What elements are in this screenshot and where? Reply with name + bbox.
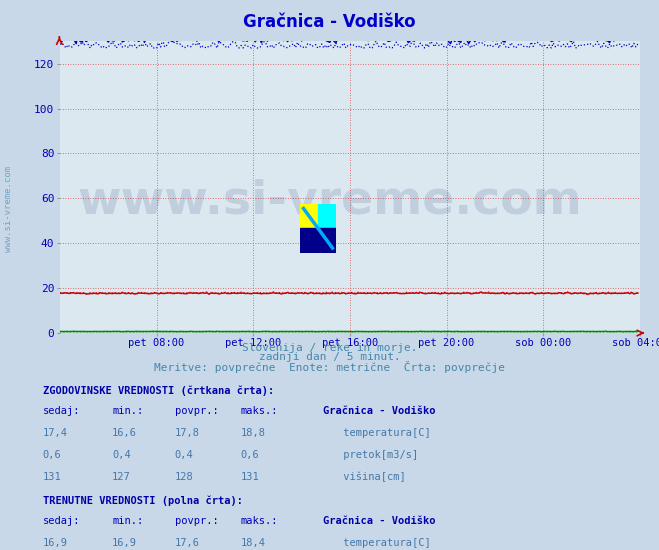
Text: 131: 131 bbox=[241, 472, 259, 482]
Text: 128: 128 bbox=[175, 472, 193, 482]
Text: višina[cm]: višina[cm] bbox=[337, 472, 406, 482]
Text: Gračnica - Vodiško: Gračnica - Vodiško bbox=[243, 13, 416, 31]
Text: 0,4: 0,4 bbox=[112, 450, 130, 460]
Text: 16,6: 16,6 bbox=[112, 428, 137, 438]
Text: 127: 127 bbox=[112, 472, 130, 482]
Text: 16,9: 16,9 bbox=[43, 538, 68, 548]
Text: temperatura[C]: temperatura[C] bbox=[337, 538, 431, 548]
Text: Gračnica - Vodiško: Gračnica - Vodiško bbox=[323, 516, 436, 526]
Bar bbox=[318, 204, 336, 228]
Text: zadnji dan / 5 minut.: zadnji dan / 5 minut. bbox=[258, 353, 401, 362]
Text: www.si-vreme.com: www.si-vreme.com bbox=[77, 178, 582, 223]
Text: 17,6: 17,6 bbox=[175, 538, 200, 548]
Text: min.:: min.: bbox=[112, 406, 143, 416]
Text: maks.:: maks.: bbox=[241, 516, 278, 526]
Text: 0,6: 0,6 bbox=[43, 450, 61, 460]
Text: 18,8: 18,8 bbox=[241, 428, 266, 438]
Text: 0,4: 0,4 bbox=[175, 450, 193, 460]
Text: ZGODOVINSKE VREDNOSTI (črtkana črta):: ZGODOVINSKE VREDNOSTI (črtkana črta): bbox=[43, 385, 274, 395]
Text: 17,8: 17,8 bbox=[175, 428, 200, 438]
Text: povpr.:: povpr.: bbox=[175, 406, 218, 416]
Text: TRENUTNE VREDNOSTI (polna črta):: TRENUTNE VREDNOSTI (polna črta): bbox=[43, 495, 243, 505]
Text: Meritve: povprečne  Enote: metrične  Črta: povprečje: Meritve: povprečne Enote: metrične Črta:… bbox=[154, 361, 505, 373]
Text: pretok[m3/s]: pretok[m3/s] bbox=[337, 450, 418, 460]
Text: 131: 131 bbox=[43, 472, 61, 482]
Text: Slovenija / reke in morje.: Slovenija / reke in morje. bbox=[242, 343, 417, 353]
Text: 0,6: 0,6 bbox=[241, 450, 259, 460]
Text: temperatura[C]: temperatura[C] bbox=[337, 428, 431, 438]
Bar bbox=[300, 228, 336, 253]
Text: maks.:: maks.: bbox=[241, 406, 278, 416]
Text: 18,4: 18,4 bbox=[241, 538, 266, 548]
Text: sedaj:: sedaj: bbox=[43, 406, 80, 416]
Text: www.si-vreme.com: www.si-vreme.com bbox=[4, 166, 13, 252]
Text: sedaj:: sedaj: bbox=[43, 516, 80, 526]
Text: 17,4: 17,4 bbox=[43, 428, 68, 438]
Text: 16,9: 16,9 bbox=[112, 538, 137, 548]
Bar bbox=[300, 204, 318, 228]
Text: povpr.:: povpr.: bbox=[175, 516, 218, 526]
Text: min.:: min.: bbox=[112, 516, 143, 526]
Text: Gračnica - Vodiško: Gračnica - Vodiško bbox=[323, 406, 436, 416]
